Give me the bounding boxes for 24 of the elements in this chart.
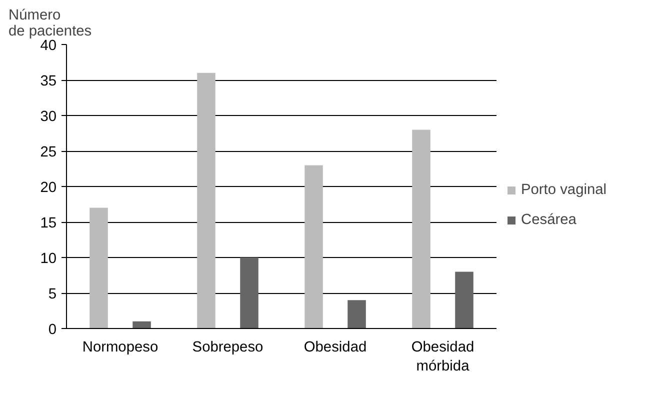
y-tick-label: 35 (40, 74, 57, 90)
legend-label: Porto vaginal (521, 182, 607, 198)
bar (348, 300, 366, 328)
y-tick-label: 30 (40, 109, 57, 125)
bar (90, 208, 108, 328)
x-tick-label: Sobrepeso (192, 340, 264, 356)
x-tick-label: Obesidad mórbida (411, 340, 474, 375)
y-tick-label: 25 (40, 144, 57, 160)
y-tick-label: 5 (48, 286, 57, 302)
y-tick-label: 15 (40, 216, 57, 232)
bar (304, 165, 323, 328)
y-tick-label: 10 (40, 251, 57, 267)
bar (455, 272, 474, 328)
x-tick-label: Normopeso (82, 340, 158, 356)
legend-label: Cesárea (521, 212, 576, 228)
bar (412, 130, 430, 328)
bar (132, 321, 151, 328)
y-tick-label: 40 (40, 38, 57, 54)
y-tick-label: 0 (48, 322, 57, 338)
y-axis-title: Número de pacientes (8, 8, 92, 40)
bar (240, 258, 258, 328)
bar (197, 72, 216, 328)
y-tick-label: 20 (40, 180, 57, 196)
x-tick-label: Obesidad (304, 340, 367, 356)
